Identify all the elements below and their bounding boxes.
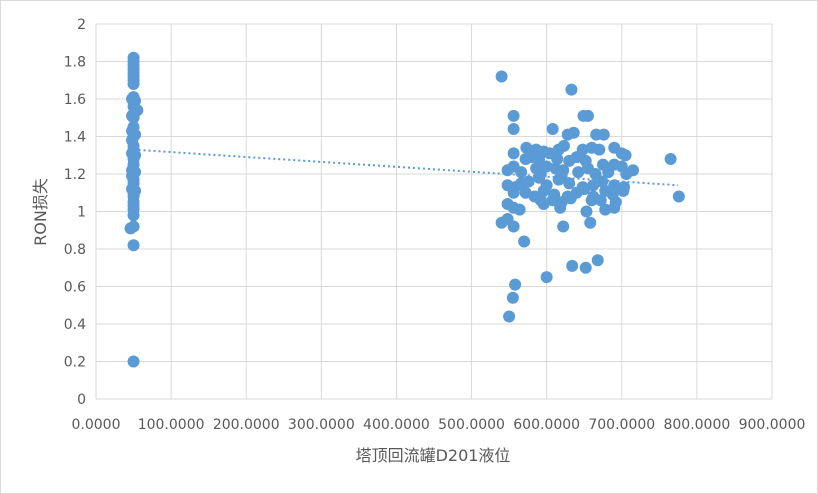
data-point [507, 123, 520, 135]
x-tick-label: 200.0000 [213, 417, 280, 433]
data-point [518, 235, 531, 248]
data-point [127, 209, 140, 222]
x-tick-label: 300.0000 [288, 417, 355, 433]
y-tick-label: 1.4 [64, 130, 86, 146]
data-point [602, 166, 615, 179]
data-point [546, 123, 559, 135]
gridlines [95, 23, 773, 400]
y-tick-labels: 0 0.2 0.4 0.6 0.8 1 1.2 1.4 1.6 1.8 2 [64, 17, 86, 408]
data-point [509, 278, 522, 291]
data-point [557, 220, 570, 233]
data-point [507, 147, 520, 160]
data-point [596, 175, 609, 188]
data-point [546, 194, 559, 207]
x-tick-label: 700.0000 [588, 417, 655, 433]
y-tick-label: 0.4 [64, 317, 86, 333]
data-point [555, 169, 568, 182]
data-point [127, 78, 140, 90]
data-point [572, 166, 585, 179]
data-point [594, 194, 607, 207]
data-point [127, 355, 140, 368]
trendline [133, 148, 679, 187]
data-point [537, 198, 550, 210]
data-point [580, 205, 593, 218]
y-tick-label: 0.6 [64, 280, 86, 296]
data-point [567, 126, 580, 139]
data-point [519, 186, 532, 199]
data-point [578, 183, 591, 195]
x-tick-labels: 0.0000 100.0000 200.0000 300.0000 400.0000 50… [72, 417, 806, 433]
data-point [563, 177, 576, 190]
x-tick-label: 400.0000 [363, 417, 430, 433]
y-tick-label: 1.8 [64, 55, 86, 71]
y-tick-label: 0.2 [64, 355, 86, 371]
data-point [599, 203, 612, 216]
data-point [507, 186, 520, 199]
data-point [520, 141, 533, 154]
data-points [124, 51, 685, 368]
x-tick-label: 500.0000 [438, 417, 505, 433]
data-point [515, 166, 528, 179]
data-point [554, 201, 567, 214]
data-point [507, 220, 520, 233]
data-point [533, 153, 546, 165]
y-tick-label: 1.6 [64, 92, 86, 108]
data-point [124, 222, 137, 235]
data-point [522, 175, 535, 188]
data-point [513, 203, 526, 216]
y-tick-label: 0 [77, 392, 86, 408]
data-point [581, 109, 594, 122]
data-point [127, 239, 140, 252]
data-point [579, 261, 592, 274]
y-axis-title: RON损失 [31, 178, 50, 246]
data-point [608, 201, 621, 214]
data-point [506, 291, 519, 304]
x-axis-title: 塔顶回流罐D201液位 [356, 446, 511, 465]
data-point [664, 153, 677, 165]
data-point [533, 171, 546, 184]
data-point [591, 254, 604, 267]
data-point [495, 70, 508, 83]
data-point [540, 160, 553, 173]
x-tick-label: 0.0000 [72, 417, 121, 433]
data-point [587, 179, 600, 192]
data-point [584, 216, 597, 229]
data-point [566, 259, 579, 272]
data-point [617, 184, 630, 197]
data-point [537, 184, 550, 197]
data-point [127, 111, 140, 124]
y-tick-label: 2 [77, 17, 86, 33]
data-point [672, 190, 685, 203]
x-tick-label: 800.0000 [663, 417, 730, 433]
data-point [608, 179, 621, 192]
data-point [557, 139, 570, 152]
data-point [565, 83, 578, 96]
data-point [564, 192, 577, 205]
y-tick-label: 1.2 [64, 167, 86, 183]
data-point [551, 153, 564, 165]
data-point [570, 151, 583, 164]
data-point [585, 194, 598, 207]
x-tick-label: 600.0000 [513, 417, 580, 433]
data-point [507, 109, 520, 122]
y-tick-label: 0.8 [64, 242, 86, 258]
data-point [627, 164, 640, 177]
data-point [540, 271, 553, 284]
x-tick-label: 100.0000 [138, 417, 205, 433]
x-tick-label: 900.0000 [739, 417, 806, 433]
data-point [495, 216, 508, 229]
data-point [593, 143, 606, 156]
trendline-group [133, 148, 679, 187]
data-point [619, 149, 632, 162]
y-tick-label: 1 [77, 205, 86, 221]
data-point [503, 310, 516, 323]
data-point [597, 128, 610, 141]
